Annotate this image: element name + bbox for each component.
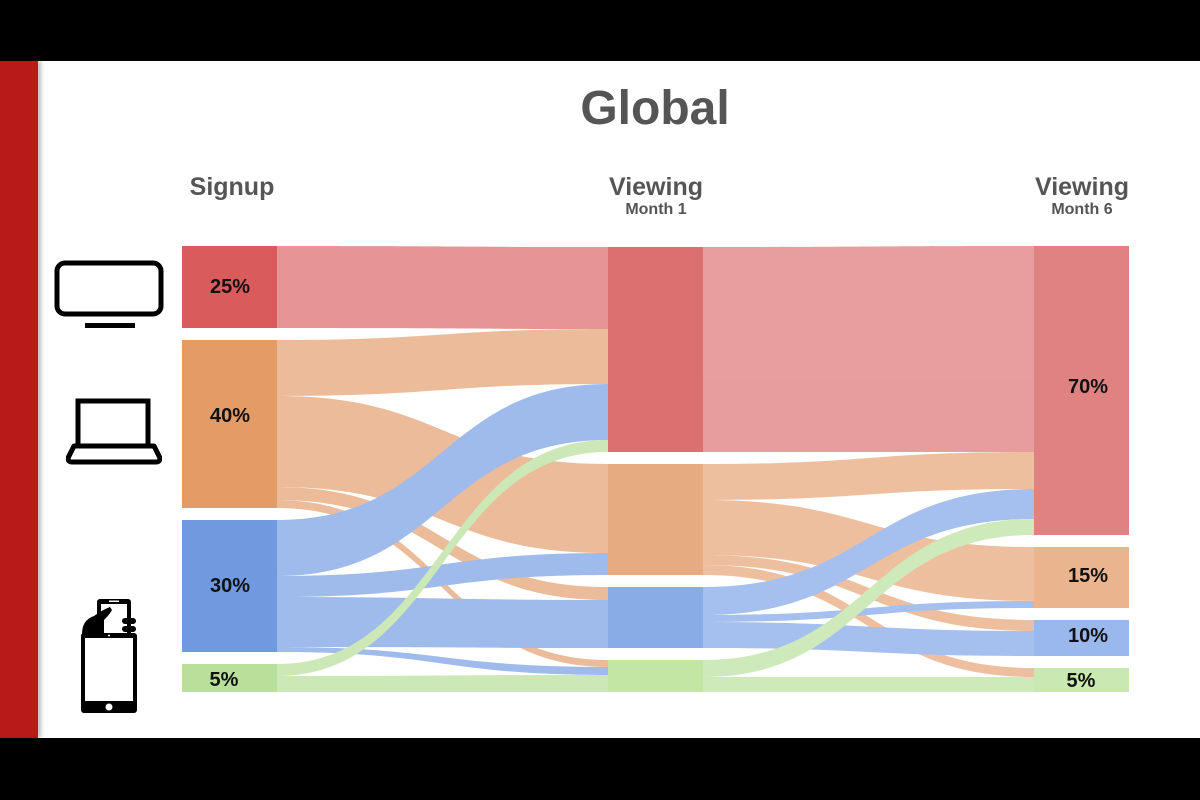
nodes-month1 xyxy=(608,247,703,692)
label-month6-tablet: 5% xyxy=(1067,670,1096,692)
column-title: Signup xyxy=(189,173,275,201)
column-label-month6: Viewing Month 6 xyxy=(1016,173,1148,219)
flow-phone-tv xyxy=(703,489,1034,615)
flow-phone-tv xyxy=(277,384,608,576)
column-subtitle: Month 1 xyxy=(625,201,687,218)
flow-laptop-tv xyxy=(703,452,1034,500)
flows-month1-to-month6 xyxy=(703,246,1034,692)
flow-tablet-tablet xyxy=(277,675,608,692)
node-month1-phone xyxy=(608,587,703,648)
node-month1-tablet xyxy=(608,660,703,692)
flow-phone-tablet xyxy=(277,647,608,675)
flow-tablet-tablet xyxy=(703,677,1034,692)
label-signup-phone: 30% xyxy=(210,575,250,597)
label-signup-tablet: 5% xyxy=(210,669,239,691)
node-month6-laptop xyxy=(1034,547,1129,608)
column-subtitle: Month 6 xyxy=(1051,201,1113,218)
column-title: Viewing xyxy=(1034,173,1129,201)
node-month6-phone xyxy=(1034,620,1129,656)
column-label-signup: Signup xyxy=(170,173,294,201)
nodes-month6 xyxy=(1034,246,1129,692)
column-title: Viewing xyxy=(608,173,703,201)
flow-phone-laptop xyxy=(277,553,608,597)
laptop-icon xyxy=(66,398,162,465)
nodes-signup xyxy=(182,246,277,692)
label-signup-tv: 25% xyxy=(210,276,250,298)
flow-laptop-tv xyxy=(277,329,608,396)
accent-bar xyxy=(0,61,38,738)
label-month6-laptop: 15% xyxy=(1068,565,1108,587)
column-label-month1: Viewing Month 1 xyxy=(590,173,722,219)
node-month1-tv xyxy=(608,247,703,452)
tv-icon xyxy=(54,260,164,328)
flow-phone-phone xyxy=(277,597,608,648)
label-month6-phone: 10% xyxy=(1068,625,1108,647)
label-month6-tv: 70% xyxy=(1068,376,1108,398)
flow-tablet-tv xyxy=(277,440,608,676)
node-signup-tablet xyxy=(182,664,277,692)
flow-tv-tv xyxy=(277,246,608,329)
flow-laptop-phone xyxy=(277,487,608,600)
node-signup-phone xyxy=(182,520,277,652)
node-signup-tv xyxy=(182,246,277,328)
node-month6-tablet xyxy=(1034,668,1129,692)
flow-phone-laptop xyxy=(703,601,1034,622)
node-month6-tv xyxy=(1034,246,1129,535)
node-month1-laptop xyxy=(608,464,703,575)
label-signup-laptop: 40% xyxy=(210,405,250,427)
flow-tv-tv xyxy=(703,246,1034,452)
flow-tablet-tv xyxy=(703,519,1034,677)
tablet-icon xyxy=(81,633,137,713)
node-signup-laptop xyxy=(182,340,277,508)
chart-title: Global xyxy=(580,82,730,135)
flow-laptop-tablet xyxy=(703,565,1034,677)
flows-signup-to-month1 xyxy=(277,246,608,692)
